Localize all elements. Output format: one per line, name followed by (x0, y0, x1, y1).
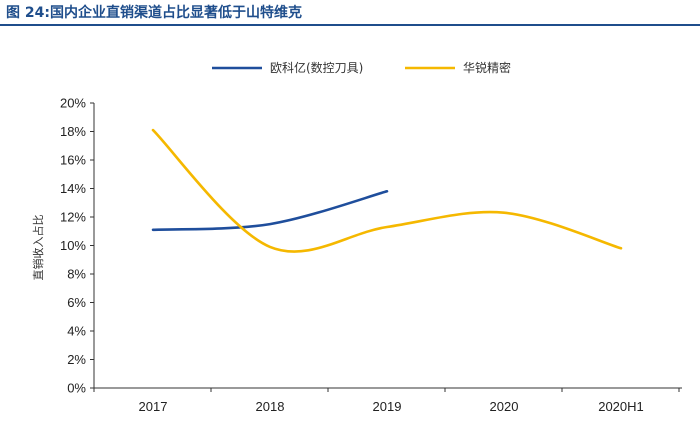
x-tick-label: 2017 (139, 399, 168, 414)
y-tick-label: 0% (67, 381, 86, 396)
x-tick-label: 2019 (373, 399, 402, 414)
series-layer (151, 128, 623, 253)
y-tick-label: 14% (60, 181, 86, 196)
legend: 欧科亿(数控刀具) 华锐精密 (212, 60, 511, 75)
legend-label-1: 华锐精密 (463, 60, 511, 75)
series-line-0 (151, 190, 389, 232)
y-tick-label: 20% (60, 96, 86, 111)
y-tick-label: 6% (67, 295, 86, 310)
series-line-1 (151, 128, 623, 253)
figure-title: 图 24:国内企业直销渠道占比显著低于山特维克 (6, 5, 302, 21)
x-tick-label: 2020 (490, 399, 519, 414)
x-tick-label: 2018 (256, 399, 285, 414)
y-tick-label: 18% (60, 124, 86, 139)
y-tick-label: 2% (67, 352, 86, 367)
legend-label-0: 欧科亿(数控刀具) (270, 60, 363, 75)
title-rule (0, 24, 700, 26)
axes: 0% 2% 4% 6% 8% 10% 12% 14% 16% 18% 20% 2017 2018 2019… (60, 96, 682, 414)
y-axis-label: 直销收入占比 (31, 215, 45, 281)
y-tick-label: 8% (67, 267, 86, 282)
y-tick-label: 4% (67, 324, 86, 339)
y-tick-label: 12% (60, 210, 86, 225)
y-tick-label: 10% (60, 238, 86, 253)
y-tick-label: 16% (60, 153, 86, 168)
x-tick-label: 2020H1 (598, 399, 644, 414)
